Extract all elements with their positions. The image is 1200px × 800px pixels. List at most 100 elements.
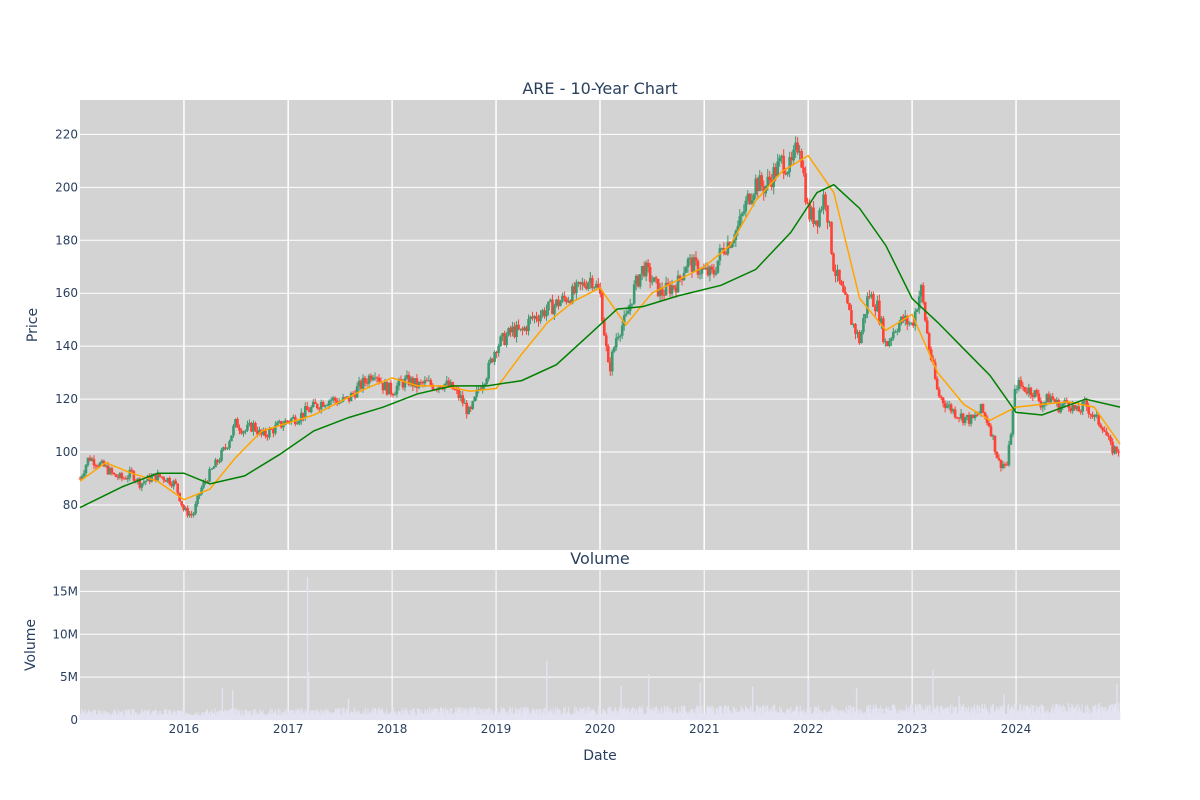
volume-bar <box>721 713 724 720</box>
volume-bar <box>260 712 262 720</box>
volume-bar <box>513 713 515 720</box>
volume-bar <box>371 713 373 720</box>
volume-bar <box>584 713 586 720</box>
candle-body <box>501 333 504 337</box>
volume-bar <box>211 712 214 720</box>
volume-bar <box>528 714 530 720</box>
volume-bar <box>573 712 575 720</box>
candle-body <box>387 382 391 395</box>
volume-bar <box>358 711 360 720</box>
volume-bar <box>878 708 880 720</box>
candle-body <box>78 478 82 480</box>
volume-bar <box>505 711 507 720</box>
volume-bar <box>602 708 604 720</box>
volume-bar <box>339 714 342 720</box>
volume-bar <box>983 708 985 720</box>
volume-bar <box>613 713 615 720</box>
volume-bar <box>498 715 501 720</box>
candle-body <box>742 211 746 214</box>
candle-body <box>363 377 367 383</box>
volume-bar <box>774 711 777 720</box>
candle-body <box>1109 436 1112 442</box>
candle-body <box>678 275 682 279</box>
volume-bar <box>509 706 511 720</box>
candle-body <box>750 200 754 204</box>
volume-bar <box>118 714 120 720</box>
candle-body <box>596 283 600 288</box>
candle-body <box>945 405 949 408</box>
volume-bar <box>175 712 177 720</box>
candle-body <box>483 384 486 387</box>
volume-bar <box>252 710 255 720</box>
volume-bar <box>248 711 250 720</box>
volume-bar <box>789 712 791 720</box>
candle-body <box>573 286 576 294</box>
volume-bar <box>283 711 285 720</box>
volume-bar <box>766 706 768 720</box>
candle-body <box>1075 406 1079 410</box>
volume-bar <box>227 709 229 720</box>
volume-bar-spike <box>1116 684 1118 720</box>
volume-bar <box>556 708 559 720</box>
volume-bar <box>550 711 553 720</box>
volume-bar <box>617 711 619 720</box>
volume-bar <box>1072 710 1075 720</box>
volume-bar <box>465 711 467 720</box>
candle-body <box>533 316 536 319</box>
candle-body <box>485 378 488 385</box>
candle-body <box>90 458 94 461</box>
candle-body <box>445 380 449 384</box>
volume-bar <box>625 711 627 720</box>
candle-body <box>413 378 417 387</box>
volume-bar <box>842 712 844 720</box>
volume-bar <box>413 708 415 720</box>
volume-bar <box>295 708 297 720</box>
volume-bar <box>826 711 828 720</box>
volume-bar <box>176 710 178 720</box>
volume-bar <box>571 714 573 720</box>
volume-bar <box>271 708 273 720</box>
volume-bar <box>644 714 647 720</box>
volume-bar <box>624 708 626 720</box>
candle-body <box>567 300 570 303</box>
volume-bar <box>318 711 320 720</box>
volume-bar <box>989 714 991 720</box>
volume-bar <box>533 710 536 720</box>
candle-body <box>774 167 778 177</box>
volume-bar <box>170 714 173 720</box>
volume-bar <box>275 714 278 720</box>
volume-bar <box>1107 709 1109 720</box>
candle-body <box>503 333 506 346</box>
volume-bar <box>448 714 450 720</box>
candle-body <box>670 285 674 294</box>
volume-bar <box>921 706 923 720</box>
volume-bar <box>603 711 606 720</box>
volume-bar <box>551 714 554 720</box>
volume-bar <box>433 711 435 720</box>
volume-bar <box>838 713 840 720</box>
volume-bar <box>240 714 243 720</box>
volume-bar <box>478 707 480 720</box>
volume-bar-spike <box>932 670 934 720</box>
volume-bar <box>779 706 781 720</box>
volume-bar <box>96 714 98 720</box>
volume-bar <box>503 707 505 720</box>
candle-body <box>98 462 102 467</box>
volume-bar <box>996 711 999 720</box>
volume-bar <box>181 712 183 720</box>
volume-bar <box>334 708 337 720</box>
candle-body <box>521 328 524 331</box>
volume-bar <box>301 708 303 720</box>
volume-bar <box>516 713 519 720</box>
volume-bar <box>228 710 230 720</box>
price-gridlines <box>80 100 1120 550</box>
volume-bar <box>785 710 788 720</box>
candle-body <box>419 382 423 384</box>
volume-bar <box>764 706 766 720</box>
volume-bar <box>698 713 700 720</box>
volume-bar <box>995 709 997 720</box>
volume-bar <box>1074 707 1076 720</box>
candle-body <box>377 377 381 382</box>
volume-bar <box>457 707 460 720</box>
volume-bar <box>238 711 240 720</box>
